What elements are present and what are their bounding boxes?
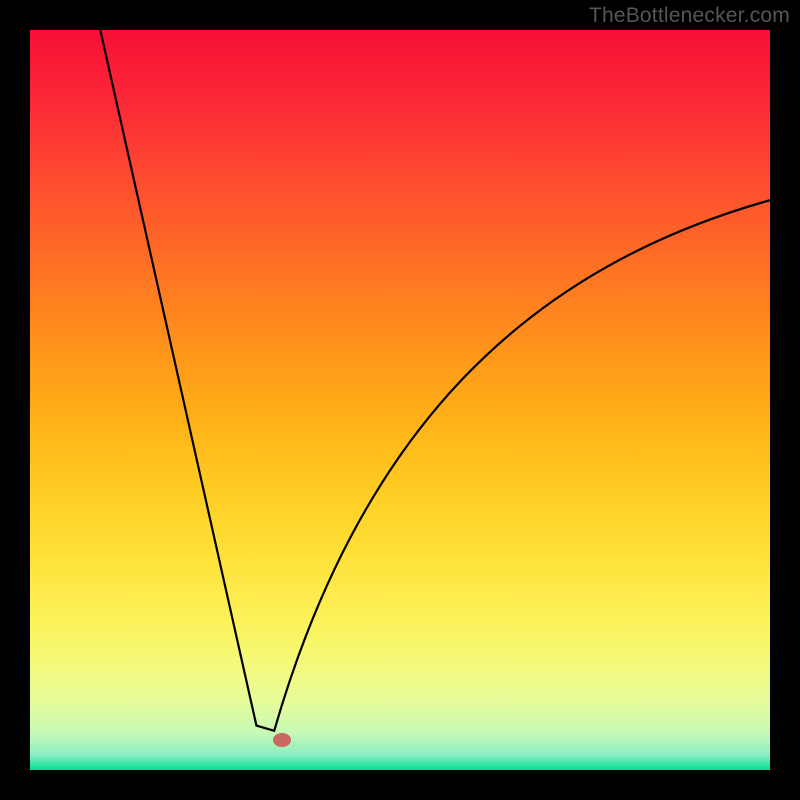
chart-frame: TheBottlenecker.com xyxy=(0,0,800,800)
watermark-text: TheBottlenecker.com xyxy=(589,4,790,28)
optimal-point-marker xyxy=(273,733,291,747)
plot-area xyxy=(30,30,770,770)
bottleneck-curve xyxy=(30,30,770,770)
